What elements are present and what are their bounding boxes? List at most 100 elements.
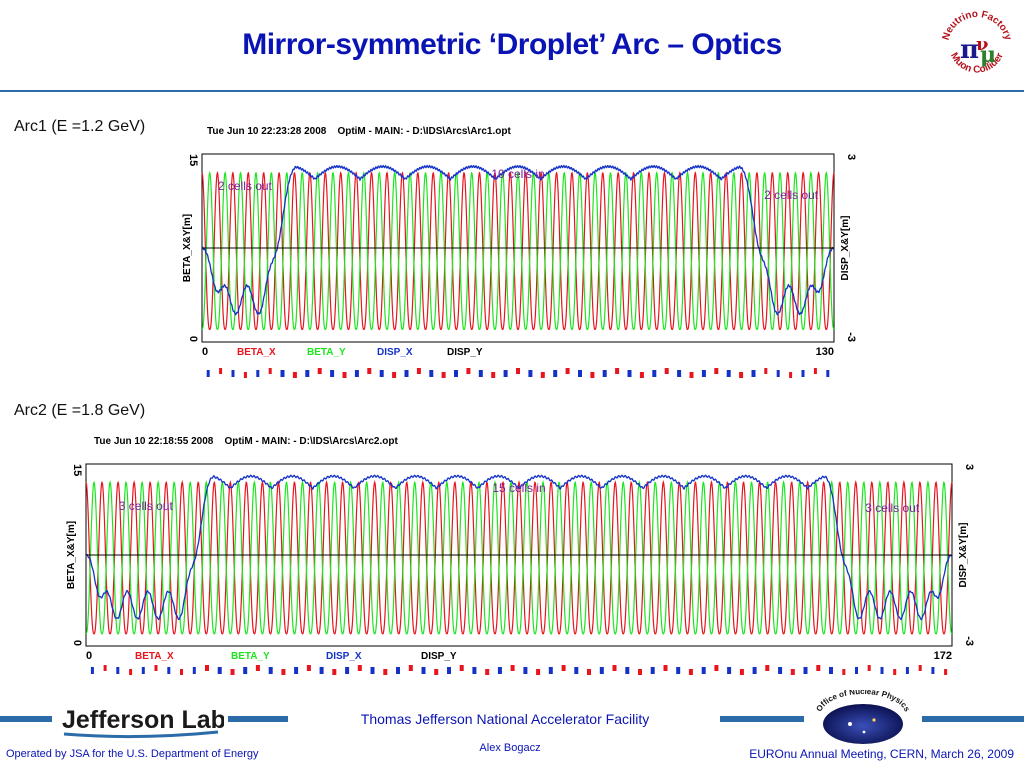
lattice-element — [789, 372, 793, 378]
lattice-element — [778, 667, 783, 674]
lattice-element — [790, 669, 795, 675]
lattice-element — [689, 372, 694, 378]
lattice-element — [416, 368, 421, 374]
lattice-element — [639, 372, 644, 378]
meeting-info: EUROnu Annual Meeting, CERN, March 26, 2… — [749, 747, 1014, 761]
lattice-element — [485, 669, 490, 675]
lattice-element — [553, 370, 558, 377]
lattice-element — [219, 368, 223, 374]
beta-x-line — [85, 480, 953, 635]
lattice-element — [243, 667, 248, 674]
lattice-element — [523, 667, 528, 674]
lattice-element — [739, 669, 744, 675]
cell-annotation: 10 cells in — [491, 167, 544, 181]
arc2-label: Arc2 (E =1.8 GeV) — [14, 402, 146, 419]
lattice-element — [491, 372, 496, 378]
lattice-element — [294, 667, 299, 674]
lattice-element — [154, 665, 158, 671]
lattice-element — [379, 370, 384, 377]
footer-divider-left — [0, 716, 52, 722]
lattice-element — [590, 372, 595, 378]
lattice-element — [217, 667, 222, 674]
x-tick-min: 0 — [86, 650, 92, 662]
lattice-element — [931, 667, 935, 674]
svg-text:π: π — [960, 35, 979, 65]
lattice-element — [578, 370, 582, 377]
lattice-element — [292, 372, 297, 378]
lattice-element — [677, 370, 682, 377]
lattice-element — [281, 669, 286, 675]
lattice-element — [638, 669, 642, 675]
lattice-element — [392, 372, 397, 378]
facility-name: Thomas Jefferson National Accelerator Fa… — [360, 711, 650, 727]
lattice-element — [751, 370, 756, 377]
lattice-element — [447, 667, 451, 674]
lattice-element — [167, 667, 171, 674]
cell-annotation: 2 cells out — [218, 179, 273, 193]
footer-divider-far-right — [922, 716, 1024, 722]
lattice-element — [701, 370, 706, 377]
lattice-element — [663, 665, 668, 671]
legend-beta-y: BETA_Y — [231, 651, 270, 662]
beta-x-line — [201, 170, 835, 331]
lattice-element — [370, 667, 375, 674]
lattice-element — [396, 667, 400, 674]
lattice-element — [357, 665, 362, 671]
lattice-element — [676, 667, 681, 674]
lattice-element — [231, 370, 235, 377]
lattice-element — [803, 667, 808, 674]
lattice-element — [561, 665, 566, 671]
lattice-element — [528, 370, 533, 377]
title-divider — [0, 90, 1024, 92]
arc1-label: Arc1 (E =1.2 GeV) — [14, 118, 146, 135]
lattice-element — [615, 368, 620, 374]
disp-x-line — [85, 474, 953, 621]
lattice-element — [726, 370, 731, 377]
lattice-element — [714, 665, 719, 671]
arc1-plot-header: Tue Jun 10 22:23:28 2008 OptiM - MAIN: -… — [207, 126, 511, 137]
y-left-tick-min: 0 — [187, 336, 199, 342]
cell-annotation: 15 cells in — [492, 481, 545, 495]
lattice-element — [587, 669, 591, 675]
lattice-element — [540, 372, 545, 378]
lattice-element — [652, 370, 657, 377]
beta-y-line — [201, 170, 835, 331]
arc1-optics-chart: 0 15 -3 3 BETA_X&Y[m] DISP_X&Y[m] 0 130 BETA_X BE… — [182, 153, 857, 378]
jlab-logo-text: Jefferson Lab — [62, 706, 224, 734]
lattice-element — [243, 372, 247, 378]
lattice-element — [664, 368, 669, 374]
lattice-element — [503, 370, 508, 377]
author-name: Alex Bogacz — [479, 742, 541, 754]
lattice-element — [319, 667, 324, 674]
y-left-tick-max: 15 — [71, 464, 83, 476]
lattice-element — [867, 665, 871, 671]
lattice-element — [918, 665, 922, 671]
lattice-element — [408, 665, 413, 671]
lattice-element — [268, 368, 272, 374]
lattice-element — [129, 669, 133, 675]
lattice-element — [826, 370, 830, 377]
legend-disp-y: DISP_Y — [421, 651, 457, 662]
lattice-element — [548, 667, 553, 674]
lattice-element — [180, 669, 183, 675]
lattice-element — [752, 667, 757, 674]
slide-title: Mirror-symmetric ‘Droplet’ Arc – Optics — [242, 28, 782, 61]
lattice-element — [602, 370, 607, 377]
lattice-element — [206, 370, 210, 377]
lattice-element — [255, 665, 260, 671]
y-left-axis-label: BETA_X&Y[m] — [66, 521, 77, 589]
footer-divider-mid — [228, 716, 288, 722]
x-tick-min: 0 — [202, 346, 208, 358]
lattice-element — [536, 669, 541, 675]
lattice-element — [454, 370, 458, 377]
lattice-element — [855, 667, 858, 674]
y-left-tick-max: 15 — [187, 154, 199, 166]
lattice-element — [829, 667, 833, 674]
svg-text:ν: ν — [976, 34, 989, 55]
lattice-element — [776, 370, 780, 377]
legend-disp-y: DISP_Y — [447, 347, 483, 358]
lattice-element — [714, 368, 719, 374]
lattice-element — [599, 667, 604, 674]
legend-beta-x: BETA_X — [237, 347, 276, 358]
legend-disp-x: DISP_X — [326, 651, 362, 662]
